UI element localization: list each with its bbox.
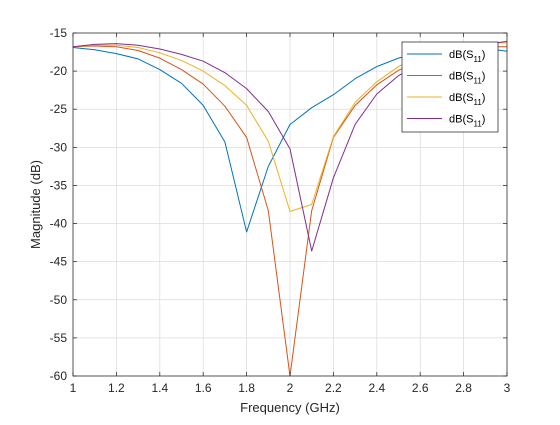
legend-entry-close: ) bbox=[482, 71, 486, 83]
legend-entry-3: dB(S11) bbox=[449, 92, 485, 107]
legend-entry-text: dB(S bbox=[449, 49, 473, 61]
y-tick-label: -30 bbox=[50, 140, 68, 154]
x-tick-label: 2.2 bbox=[325, 381, 342, 395]
x-tick-label: 1.4 bbox=[151, 381, 168, 395]
y-tick-label: -40 bbox=[50, 217, 68, 231]
legend-entry-close: ) bbox=[482, 114, 486, 126]
x-tick-label: 2.8 bbox=[455, 381, 472, 395]
legend-box bbox=[401, 41, 499, 133]
legend-entry-1: dB(S11) bbox=[449, 49, 485, 64]
x-tick-label: 2.6 bbox=[412, 381, 429, 395]
x-tick-label: 2 bbox=[287, 381, 294, 395]
x-tick-label: 2.4 bbox=[368, 381, 385, 395]
x-tick-label: 1 bbox=[70, 381, 77, 395]
legend-entry-subscript: 11 bbox=[473, 77, 482, 86]
legend-entry-subscript: 11 bbox=[473, 98, 482, 107]
y-tick-label: -35 bbox=[50, 178, 68, 192]
ticks: 1 1.2 1.4 1.6 1.8 2 2.2 2.4 2.6 2.8 3 -15 -20 -25 -30 -… bbox=[50, 26, 511, 395]
legend-entry-subscript: 11 bbox=[473, 55, 482, 64]
legend: dB(S11)dB(S11)dB(S11)dB(S11) bbox=[401, 41, 499, 133]
y-tick-label: -20 bbox=[50, 64, 68, 78]
y-tick-label: -15 bbox=[50, 26, 68, 40]
y-axis-label: Magnitude (dB) bbox=[28, 160, 43, 249]
legend-entry-2: dB(S11) bbox=[449, 71, 485, 86]
legend-entry-text: dB(S bbox=[449, 92, 473, 104]
y-tick-label: -50 bbox=[50, 293, 68, 307]
y-tick-label: -25 bbox=[50, 102, 68, 116]
legend-entry-close: ) bbox=[482, 49, 486, 61]
legend-entry-4: dB(S11) bbox=[449, 114, 485, 129]
x-tick-label: 3 bbox=[504, 381, 511, 395]
x-tick-label: 1.2 bbox=[108, 381, 125, 395]
x-axis-label: Frequency (GHz) bbox=[240, 400, 340, 415]
y-tick-label: -60 bbox=[50, 369, 68, 383]
legend-entry-close: ) bbox=[482, 92, 486, 104]
y-tick-label: -55 bbox=[50, 331, 68, 345]
legend-entry-text: dB(S bbox=[449, 71, 473, 83]
x-tick-label: 1.6 bbox=[195, 381, 212, 395]
legend-entry-text: dB(S bbox=[449, 114, 473, 126]
y-tick-label: -45 bbox=[50, 255, 68, 269]
legend-entry-subscript: 11 bbox=[473, 120, 482, 129]
x-tick-label: 1.8 bbox=[238, 381, 255, 395]
